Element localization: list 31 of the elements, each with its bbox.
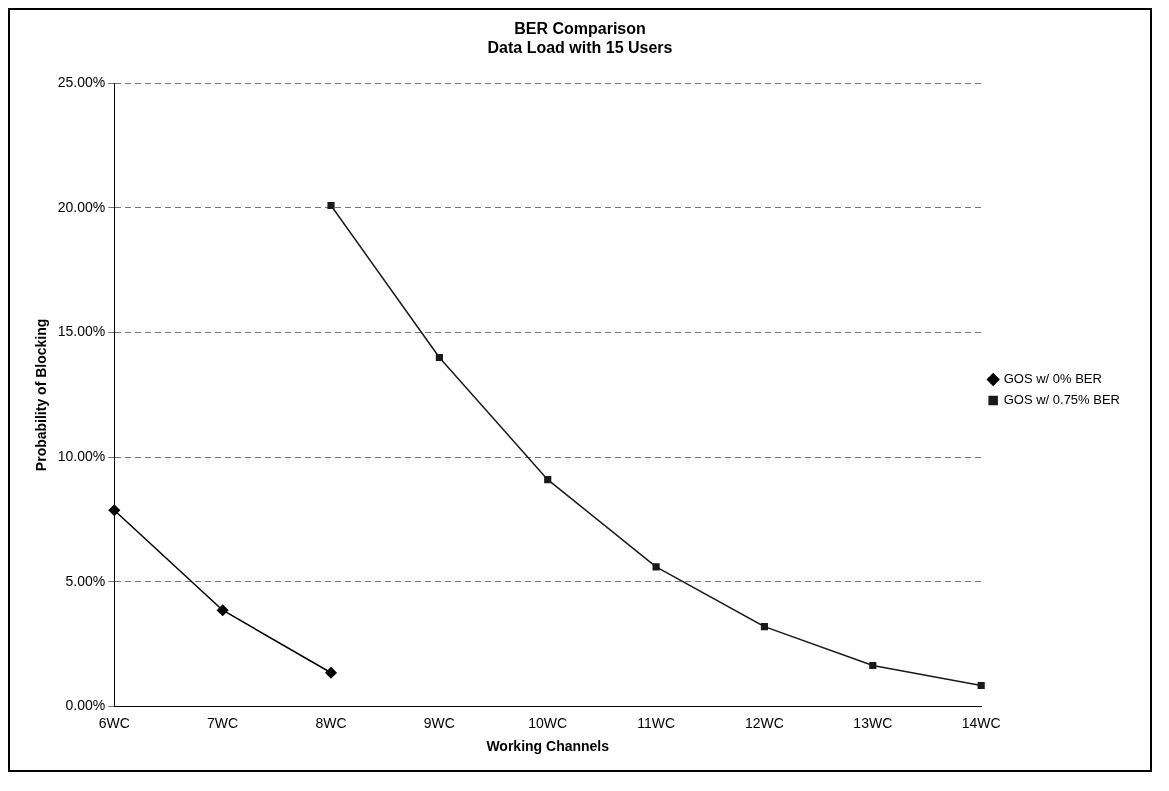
point <box>435 353 443 362</box>
point <box>216 604 229 616</box>
y-tick-label: 20.00% <box>57 198 106 215</box>
text: Data Load with 15 Users <box>487 39 673 57</box>
x-tick-label: 11WC <box>637 714 676 731</box>
y-tick-label: 10.00% <box>57 448 106 465</box>
point <box>652 563 660 571</box>
text: BER Comparison <box>514 20 646 38</box>
legend-label: GOS w/ 0.75% BER <box>1003 392 1121 408</box>
x-axis-title: Working Channels <box>486 738 610 755</box>
x-tick-label: 8WC <box>315 714 347 731</box>
point <box>327 201 335 210</box>
point <box>760 623 769 631</box>
y-tick-label: 15.00% <box>57 323 106 340</box>
x-tick-label: 13WC <box>853 714 893 731</box>
x-tick-label: 14WC <box>961 714 1001 731</box>
y-tick-label: 25.00% <box>57 74 106 91</box>
point <box>325 667 337 679</box>
x-tick-label: 9WC <box>423 714 455 731</box>
point <box>108 504 121 517</box>
x-tick-label: 7WC <box>207 714 239 731</box>
point <box>544 476 552 484</box>
point <box>977 681 985 690</box>
x-tick-label: 12WC <box>745 714 784 731</box>
y-axis-title: Probability of Blocking <box>33 318 50 472</box>
y-tick-label: 0.00% <box>65 697 106 714</box>
legend-label: GOS w/ 0% BER <box>1003 371 1102 387</box>
x-tick-label: 6WC <box>98 714 130 731</box>
y-tick-label: 5.00% <box>65 572 106 589</box>
point <box>869 661 877 670</box>
x-tick-label: 10WC <box>528 714 568 731</box>
